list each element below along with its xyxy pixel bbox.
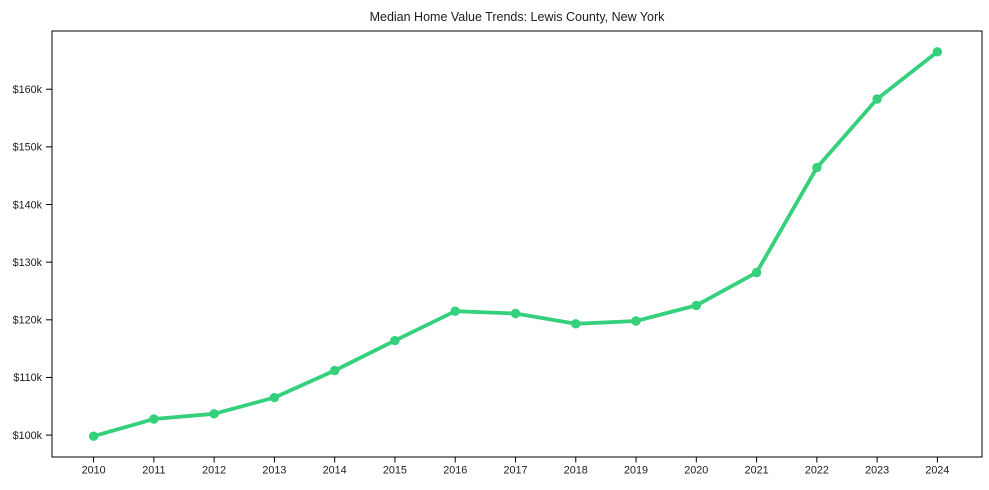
y-tick-label: $100k	[13, 430, 43, 442]
plot-border	[51, 30, 983, 458]
data-point-2019	[631, 316, 641, 326]
data-point-2013	[269, 392, 280, 403]
x-tick-label: 2021	[745, 465, 769, 477]
x-tick-label: 2019	[624, 465, 648, 477]
data-point-2022	[812, 162, 822, 173]
x-tick-label: 2011	[142, 465, 165, 477]
y-tick-label: $150k	[13, 142, 43, 154]
x-tick-label: 2017	[503, 465, 527, 477]
y-axis: $100k $110k $120k $130k $140k $150k $160k	[13, 84, 52, 442]
x-tick-label: 2016	[443, 465, 467, 477]
x-axis: 2010 2011 2012 2013 2014 2015 2016 2017 2018 2019…	[82, 457, 949, 477]
data-point-2017	[510, 308, 521, 319]
data-point-2015	[390, 335, 400, 346]
chart-title: Median Home Value Trends: Lewis County, …	[370, 10, 666, 24]
data-point-2024	[932, 47, 943, 57]
data-point-2023	[872, 94, 882, 104]
data-point-2018	[571, 319, 581, 329]
y-tick-label: $160k	[13, 84, 43, 96]
data-point-2021	[751, 267, 762, 278]
y-tick-label: $140k	[13, 199, 43, 211]
x-tick-label: 2018	[564, 465, 588, 477]
data-point-markers	[88, 47, 943, 441]
x-tick-label: 2010	[82, 465, 106, 477]
x-tick-label: 2023	[865, 465, 889, 477]
x-tick-label: 2013	[262, 465, 286, 477]
data-point-2011	[149, 414, 159, 424]
x-tick-label: 2012	[202, 465, 226, 477]
y-tick-label: $110k	[13, 372, 42, 384]
data-point-2012	[209, 409, 219, 419]
data-point-2014	[330, 365, 340, 376]
trend-line	[91, 49, 940, 439]
x-tick-label: 2022	[805, 465, 829, 477]
y-tick-label: $130k	[13, 257, 43, 269]
y-tick-label: $120k	[13, 315, 43, 327]
x-tick-label: 2014	[323, 465, 347, 477]
x-tick-label: 2015	[383, 465, 407, 477]
data-point-2020	[691, 300, 701, 311]
x-tick-label: 2024	[925, 465, 949, 477]
x-tick-label: 2020	[684, 465, 708, 477]
data-point-2016	[450, 306, 460, 316]
data-point-2010	[88, 431, 99, 441]
